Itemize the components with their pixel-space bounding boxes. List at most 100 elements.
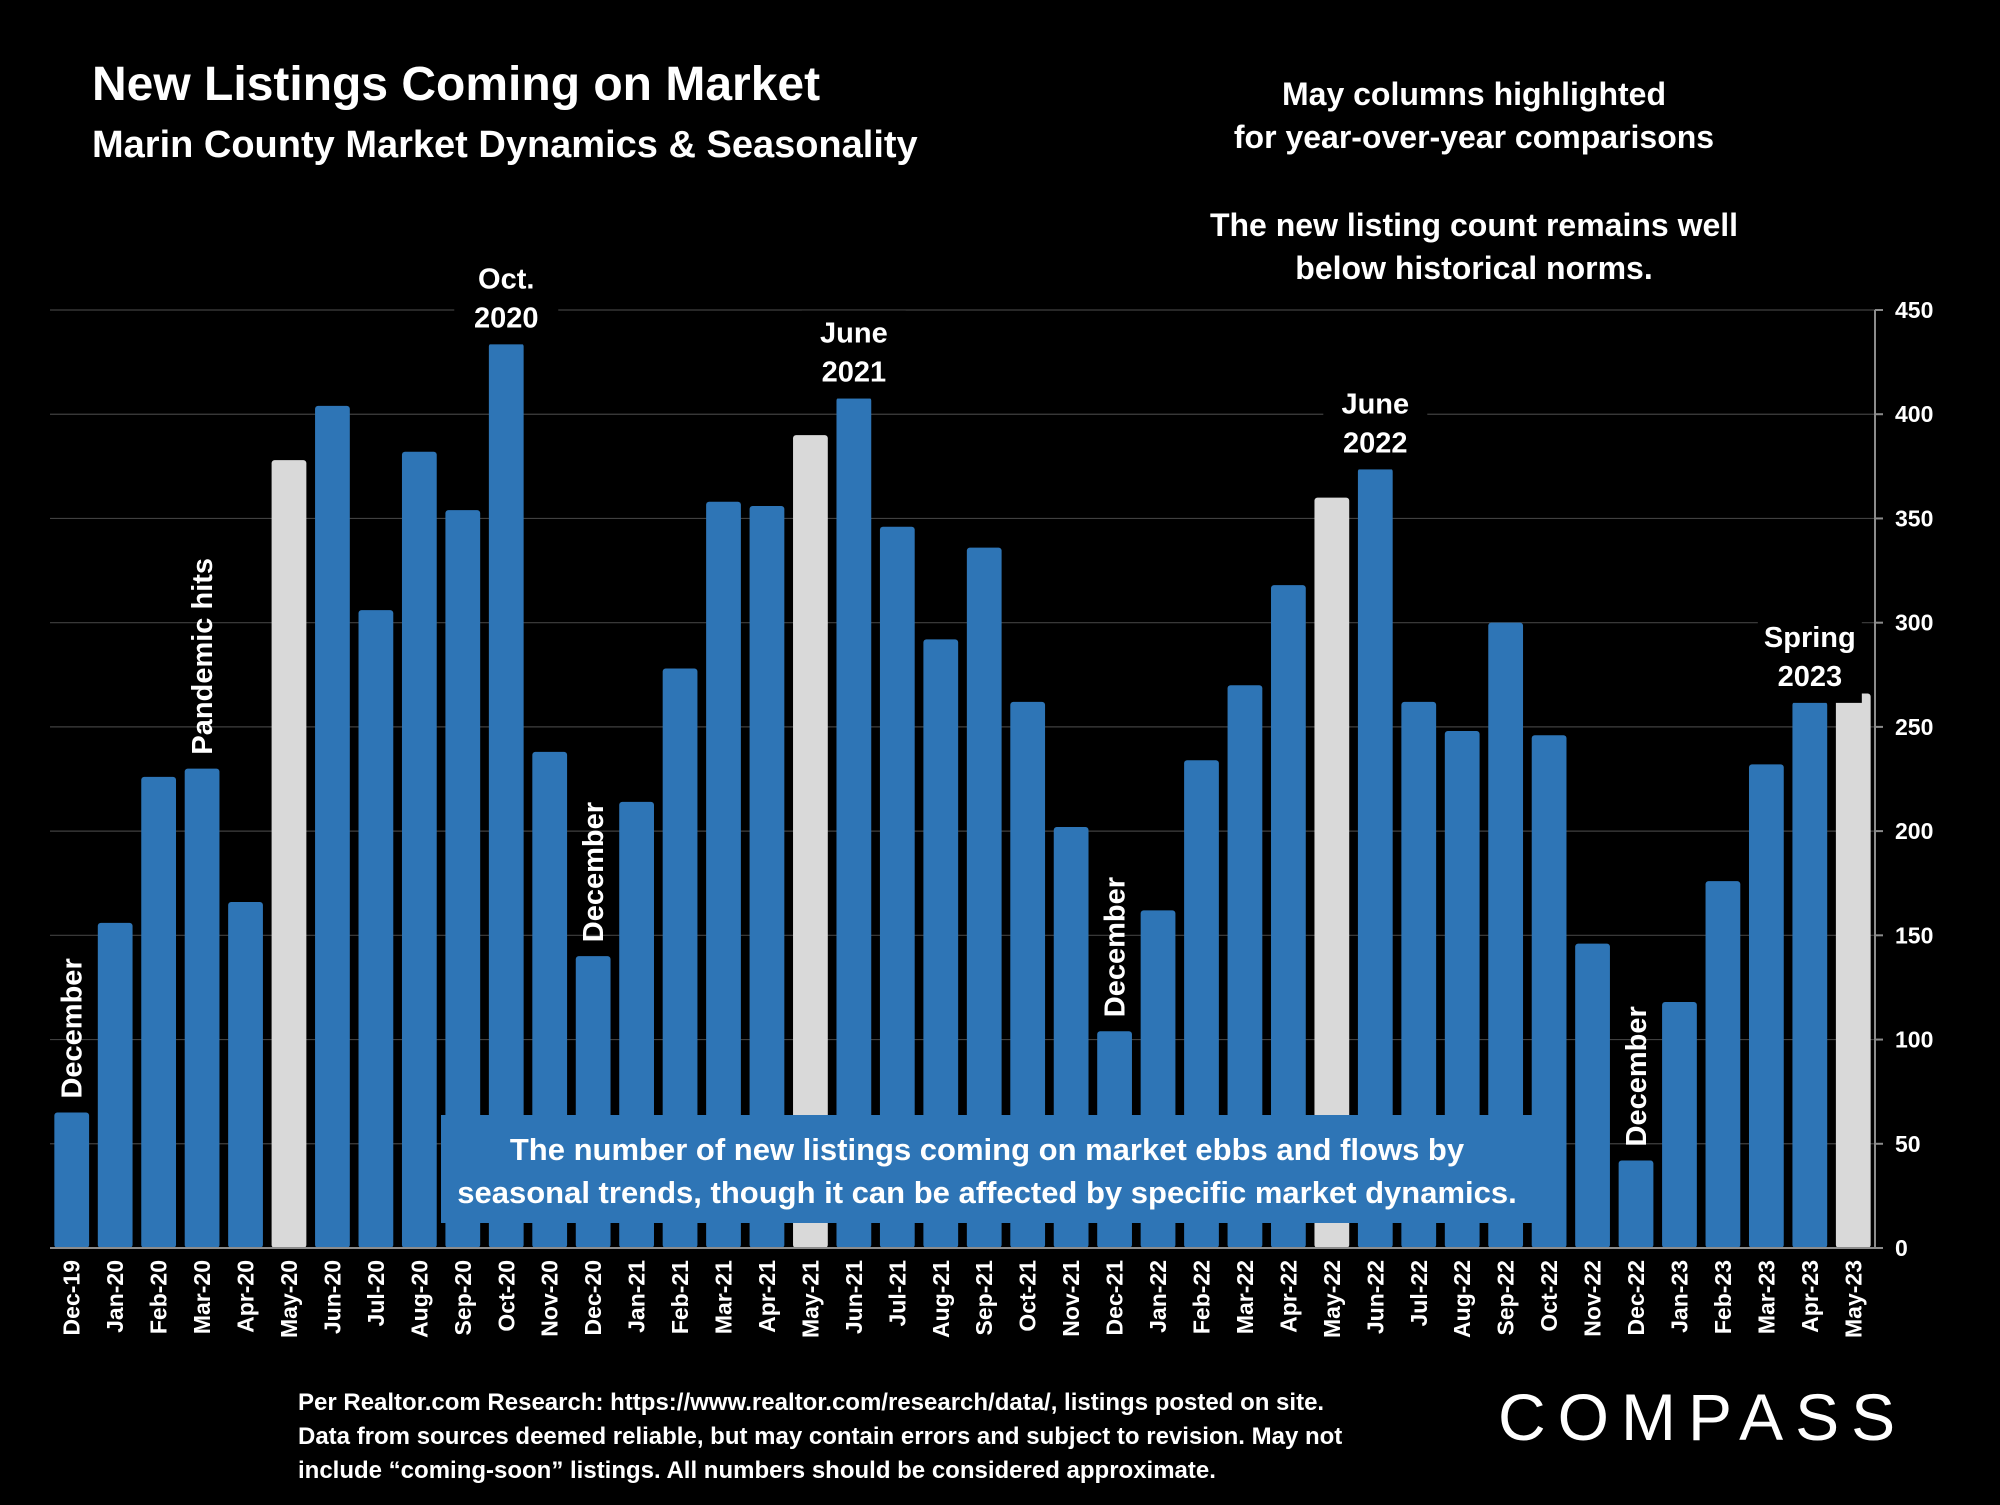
- bar-oct-20: [488, 343, 524, 1249]
- x-tick-label: Apr-20: [233, 1260, 259, 1333]
- x-tick-label: Oct-20: [493, 1260, 519, 1332]
- x-tick-label: Dec-20: [580, 1260, 606, 1335]
- y-tick-label: 150: [1895, 922, 1933, 948]
- bar-dec-19: [54, 1112, 90, 1248]
- x-tick-label: Feb-23: [1710, 1260, 1736, 1334]
- chart-title: New Listings Coming on Market: [92, 58, 820, 111]
- x-tick-label: Oct-21: [1015, 1260, 1041, 1332]
- x-tick-label: Nov-20: [537, 1260, 563, 1337]
- annotation-jun-21-line-1: June: [820, 318, 888, 350]
- x-tick-label: Sep-20: [450, 1260, 476, 1335]
- x-tick-label: Dec-19: [59, 1260, 85, 1335]
- y-tick-label: 0: [1895, 1235, 1908, 1261]
- x-tick-label: Aug-22: [1449, 1260, 1475, 1338]
- x-tick-label: Feb-20: [146, 1260, 172, 1334]
- bar-aug-21: [923, 639, 959, 1248]
- bar-jun-20: [315, 405, 350, 1249]
- footer-line-2: Data from sources deemed reliable, but m…: [298, 1423, 1342, 1450]
- bar-jan-23: [1662, 1002, 1697, 1248]
- x-tick-label: Jan-21: [624, 1260, 650, 1333]
- x-tick-label: Jun-22: [1362, 1260, 1388, 1334]
- footer-line-3: include “coming-soon” listings. All numb…: [298, 1457, 1216, 1484]
- callout-line-1: The number of new listings coming on mar…: [510, 1132, 1465, 1167]
- y-tick-label: 400: [1895, 401, 1933, 427]
- x-tick-label: Jan-23: [1666, 1260, 1692, 1333]
- x-tick-label: Dec-22: [1623, 1260, 1649, 1335]
- annotation-dec-20: December: [578, 802, 610, 942]
- chart-subtitle: Marin County Market Dynamics & Seasonali…: [92, 124, 918, 166]
- bar-jan-20: [97, 922, 133, 1248]
- x-tick-label: Aug-21: [928, 1260, 954, 1338]
- bar-jun-22: [1357, 468, 1393, 1248]
- x-tick-label: Sep-21: [971, 1260, 997, 1336]
- bar-apr-20: [228, 901, 263, 1248]
- x-tick-label: Mar-21: [711, 1260, 737, 1334]
- x-tick-label: Mar-22: [1232, 1260, 1258, 1334]
- annotation-dec-22: December: [1621, 1006, 1653, 1146]
- bar-feb-21: [662, 668, 698, 1248]
- bar-oct-21: [1010, 701, 1046, 1248]
- x-tick-label: Apr-22: [1275, 1260, 1301, 1333]
- bar-mar-20: [184, 768, 220, 1248]
- trend-note-line-1: The new listing count remains well: [1210, 207, 1738, 243]
- trend-note-line-2: below historical norms.: [1295, 250, 1652, 286]
- bar-feb-23: [1705, 881, 1741, 1248]
- x-tick-label: Aug-20: [406, 1260, 432, 1338]
- bar-jun-21: [836, 397, 872, 1249]
- bar-mar-23: [1748, 764, 1784, 1248]
- x-tick-label: May-23: [1840, 1260, 1866, 1338]
- bar-sep-22: [1488, 622, 1524, 1248]
- x-tick-label: Jul-20: [363, 1260, 389, 1326]
- x-tick-label: Mar-20: [189, 1260, 215, 1334]
- x-tick-label: Jan-20: [102, 1260, 128, 1333]
- annotation-layer: December Pandemic hits Oct. 2020 December Jun…: [57, 256, 1862, 1146]
- bar-nov-22: [1575, 943, 1610, 1248]
- bar-mar-21: [706, 501, 741, 1248]
- x-tick-label: Feb-22: [1188, 1260, 1214, 1334]
- y-tick-label: 50: [1895, 1131, 1921, 1157]
- annotation-background: [801, 310, 906, 399]
- x-tick-label: Jun-20: [319, 1260, 345, 1334]
- annotation-background: [1757, 614, 1862, 703]
- bars-layer: [54, 343, 1871, 1249]
- bar-may-22: [1314, 497, 1350, 1249]
- annotation-dec-19: December: [57, 958, 89, 1098]
- annotation-mar-20: Pandemic hits: [187, 558, 219, 755]
- x-tick-label: Mar-23: [1753, 1260, 1779, 1334]
- x-tick-label: May-20: [276, 1260, 302, 1338]
- footer-line-1: Per Realtor.com Research: https://www.re…: [298, 1389, 1324, 1416]
- bar-may-20: [271, 460, 307, 1249]
- x-tick-label: Sep-22: [1493, 1260, 1519, 1335]
- annotation-jun-22-line-1: June: [1341, 388, 1409, 420]
- annotation-apr-23-line-1: Spring: [1764, 622, 1856, 654]
- x-tick-label: Nov-22: [1580, 1260, 1606, 1337]
- annotation-oct-20-line-2: 2020: [474, 302, 539, 334]
- annotation-jun-21-line-2: 2021: [822, 357, 887, 389]
- x-tick-label: Jan-22: [1145, 1260, 1171, 1333]
- x-tick-label: Nov-21: [1058, 1260, 1084, 1337]
- bar-jul-20: [358, 610, 394, 1248]
- bar-aug-20: [401, 451, 437, 1249]
- compass-logo: COMPASS: [1498, 1380, 1907, 1454]
- annotation-jun-22-line-2: 2022: [1343, 427, 1408, 459]
- x-tick-label: Dec-21: [1102, 1260, 1128, 1336]
- bar-jul-21: [879, 526, 915, 1248]
- bar-apr-23: [1792, 701, 1828, 1248]
- callout-box: [441, 1115, 1534, 1223]
- x-tick-label: Jul-22: [1406, 1260, 1432, 1326]
- y-tick-label: 350: [1895, 505, 1933, 531]
- bar-sep-21: [966, 547, 1002, 1248]
- x-tick-label: Oct-22: [1536, 1260, 1562, 1332]
- bar-apr-22: [1271, 585, 1306, 1248]
- y-tick-label: 450: [1895, 297, 1933, 323]
- y-tick-label: 100: [1895, 1027, 1933, 1053]
- annotation-apr-23-line-2: 2023: [1778, 661, 1843, 693]
- annotation-oct-20-line-1: Oct.: [478, 263, 534, 295]
- y-tick-label: 300: [1895, 610, 1933, 636]
- bar-mar-22: [1227, 685, 1263, 1248]
- x-tick-label: Jul-21: [884, 1260, 910, 1327]
- annotation-background: [1323, 381, 1428, 470]
- highlight-note-line-2: for year-over-year comparisons: [1234, 119, 1714, 155]
